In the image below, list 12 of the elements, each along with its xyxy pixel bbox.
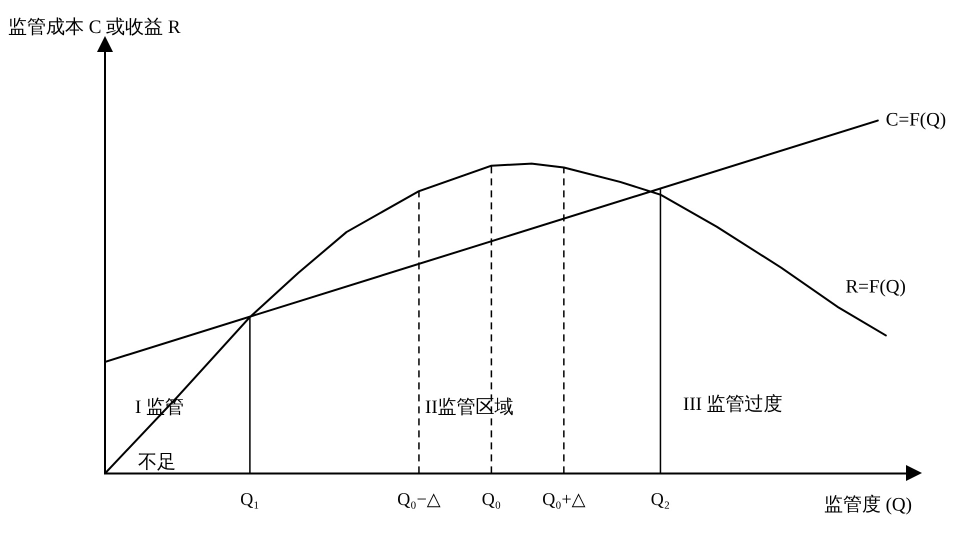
- y-axis-title: 监管成本 C 或收益 R: [8, 16, 181, 38]
- annotation: II监管区域: [425, 396, 514, 418]
- x-tick-label: Q₀: [482, 488, 502, 509]
- x-axis-title: 监管度 (Q): [824, 493, 912, 516]
- series-label: R=F(Q): [846, 276, 906, 298]
- series-label: C=F(Q): [886, 110, 946, 131]
- x-tick-label: Q₀+△: [542, 488, 586, 509]
- x-tick-label: Q₀−△: [397, 488, 441, 509]
- annotation: III 监管过度: [683, 392, 783, 415]
- x-tick-label: Q₂: [650, 488, 670, 509]
- x-tick-label: Q₁: [240, 488, 260, 509]
- annotation: 不足: [138, 452, 176, 473]
